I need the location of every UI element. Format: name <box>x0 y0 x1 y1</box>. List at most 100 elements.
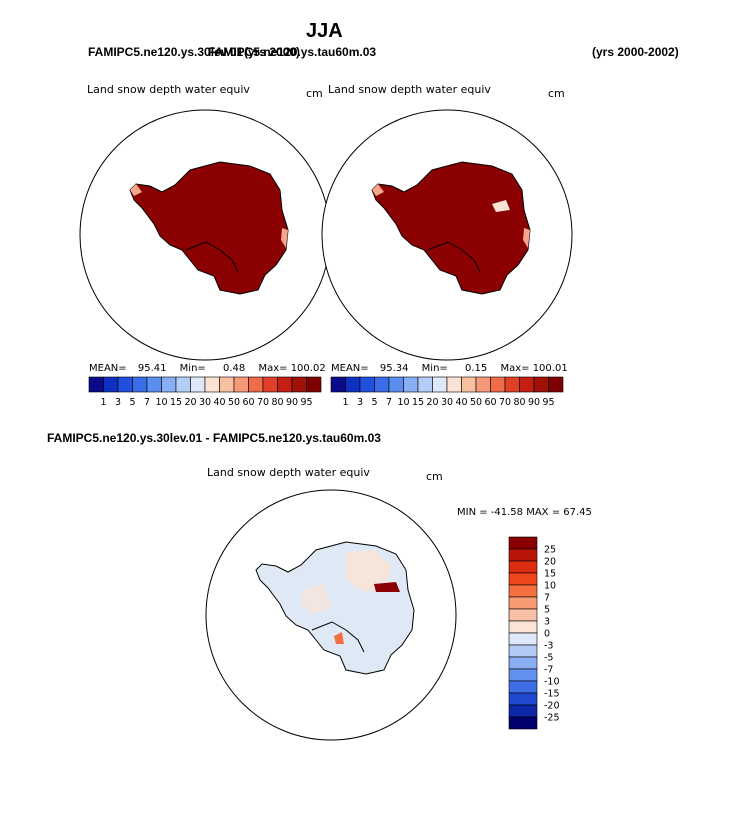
colorbar-tick-label: 70 <box>499 397 511 408</box>
panel2-map <box>321 109 573 361</box>
panel1-max-label: Max= <box>258 363 288 374</box>
colorbar-tick-label: 3 <box>357 397 363 408</box>
colorbar-tick-label: 50 <box>470 397 482 408</box>
colorbar-tick-label: -7 <box>544 665 553 676</box>
colorbar-swatch <box>508 596 538 610</box>
panel2-max-label: Max= <box>500 363 530 374</box>
colorbar-swatch <box>403 376 419 393</box>
panel2-antarctica <box>371 161 531 295</box>
colorbar-swatch <box>508 548 538 562</box>
colorbar-tick-label: 3 <box>544 617 550 628</box>
colorbar-swatch <box>508 656 538 670</box>
colorbar-swatch <box>508 632 538 646</box>
case-a-years: (yrs 2000) <box>244 45 301 59</box>
panel2-stats: MEAN= 95.34 Min= 0.15 Max= 100.01 <box>331 363 568 374</box>
colorbar-tick-label: -25 <box>544 713 560 724</box>
panel2-mean-label: MEAN= <box>331 363 369 374</box>
diff-title: FAMIPC5.ne120.ys.30lev.01 - FAMIPC5.ne12… <box>47 431 381 445</box>
colorbar-tick-label: 1 <box>342 397 348 408</box>
colorbar-tick-label: -20 <box>544 701 560 712</box>
colorbar-swatch <box>219 376 235 393</box>
colorbar-swatch <box>117 376 133 393</box>
colorbar-swatch <box>548 376 564 393</box>
colorbar-tick-label: -10 <box>544 677 560 688</box>
colorbar-tick-label: 7 <box>386 397 392 408</box>
colorbar-swatch <box>508 692 538 706</box>
panel1-stats: MEAN= 95.41 Min= 0.48 Max= 100.02 <box>89 363 326 374</box>
colorbar-swatch <box>204 376 220 393</box>
colorbar-tick-label: 0 <box>544 629 550 640</box>
panel1-units: cm <box>306 87 323 100</box>
colorbar-swatch <box>508 716 538 730</box>
colorbar-swatch <box>508 584 538 598</box>
colorbar-tick-label: 5 <box>371 397 377 408</box>
colorbar-swatch <box>508 572 538 586</box>
colorbar-tick-label: 15 <box>544 569 556 580</box>
colorbar-swatch <box>277 376 293 393</box>
panel1-colorbar: 1 3 5 7 10 15 20 30 40 50 60 70 80 90 95 <box>88 376 322 408</box>
colorbar-tick-label: 20 <box>184 397 196 408</box>
panel1-min-label: Min= <box>179 363 206 374</box>
colorbar-tick-label: 60 <box>484 397 496 408</box>
colorbar-swatch <box>508 620 538 634</box>
colorbar-swatch <box>508 560 538 574</box>
panel1-map <box>79 109 331 361</box>
colorbar-tick-label: 95 <box>542 397 554 408</box>
colorbar-swatch <box>175 376 191 393</box>
colorbar-swatch <box>88 376 104 393</box>
colorbar-swatch <box>490 376 506 393</box>
colorbar-tick-label: 7 <box>144 397 150 408</box>
colorbar-swatch <box>508 704 538 718</box>
colorbar-tick-label: 50 <box>228 397 240 408</box>
case-b-years: (yrs 2000-2002) <box>592 45 679 59</box>
colorbar-swatch <box>508 644 538 658</box>
colorbar-swatch <box>190 376 206 393</box>
colorbar-tick-label: 70 <box>257 397 269 408</box>
colorbar-swatch <box>446 376 462 393</box>
diff-map <box>205 489 457 741</box>
colorbar-tick-label: 15 <box>170 397 182 408</box>
colorbar-tick-label: -15 <box>544 689 560 700</box>
colorbar-tick-label: 80 <box>271 397 283 408</box>
colorbar-swatch <box>146 376 162 393</box>
panel2-min-label: Min= <box>421 363 448 374</box>
colorbar-tick-label: 7 <box>544 593 550 604</box>
colorbar-tick-label: 40 <box>455 397 467 408</box>
colorbar-tick-label: 20 <box>544 557 556 568</box>
colorbar-tick-label: 5 <box>544 605 550 616</box>
panel2-colorbar: 1 3 5 7 10 15 20 30 40 50 60 70 80 90 95 <box>330 376 564 408</box>
colorbar-swatch <box>508 608 538 622</box>
colorbar-swatch <box>103 376 119 393</box>
colorbar-swatch <box>262 376 278 393</box>
colorbar-tick-label: 30 <box>441 397 453 408</box>
colorbar-swatch <box>388 376 404 393</box>
colorbar-tick-label: 95 <box>300 397 312 408</box>
colorbar-swatch <box>359 376 375 393</box>
colorbar-swatch <box>161 376 177 393</box>
colorbar-tick-label: 10 <box>397 397 409 408</box>
colorbar-swatch <box>432 376 448 393</box>
case-a-name: FAMIPC5.ne120.ys.30lev.01 <box>88 45 244 59</box>
colorbar-tick-label: 5 <box>129 397 135 408</box>
case-b-name: FAMIPC5.ne120.ys.tau60m.03 <box>208 45 377 59</box>
colorbar-swatch <box>291 376 307 393</box>
colorbar-swatch <box>330 376 346 393</box>
colorbar-tick-label: 80 <box>513 397 525 408</box>
colorbar-swatch <box>233 376 249 393</box>
panel2-min: 0.15 <box>464 363 488 374</box>
panel1-mean-label: MEAN= <box>89 363 127 374</box>
colorbar-tick-label: 20 <box>426 397 438 408</box>
colorbar-swatch <box>508 536 538 550</box>
colorbar-swatch <box>461 376 477 393</box>
colorbar-tick-label: 10 <box>544 581 556 592</box>
colorbar-tick-label: 40 <box>213 397 225 408</box>
colorbar-tick-label: 60 <box>242 397 254 408</box>
colorbar-tick-label: 1 <box>100 397 106 408</box>
colorbar-swatch <box>533 376 549 393</box>
colorbar-swatch <box>248 376 264 393</box>
colorbar-tick-label: 10 <box>155 397 167 408</box>
colorbar-swatch <box>508 668 538 682</box>
colorbar-tick-label: 25 <box>544 545 556 556</box>
panel1-mean: 95.41 <box>137 363 167 374</box>
panel1-min: 0.48 <box>222 363 246 374</box>
